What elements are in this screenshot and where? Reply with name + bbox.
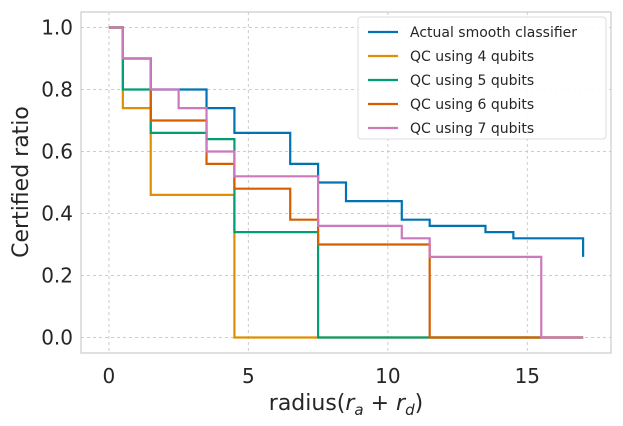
legend-label-4: QC using 6 qubits [410,97,534,113]
x-tick-labels: 0 5 10 15 [103,364,541,388]
legend: Actual smooth classifier QC using 4 qubit… [357,16,607,140]
legend-label-2: QC using 4 qubits [410,49,534,65]
legend-label-1: Actual smooth classifier [410,25,577,41]
plot-frame [80,11,612,354]
y-tick-label: 0.8 [41,78,73,102]
x-axis-label: radius(ra + rd) [269,391,423,419]
series-line-5 [108,26,584,339]
x-tick-label: 10 [375,364,400,388]
x-tick-label: 0 [103,364,116,388]
y-tick-label: 1.0 [41,16,73,40]
y-tick-labels: 0.0 0.2 0.4 0.6 0.8 1.0 [41,16,73,350]
x-tick-label: 5 [242,364,255,388]
y-tick-label: 0.6 [41,140,73,164]
legend-label-3: QC using 5 qubits [410,73,534,89]
legend-box [357,16,607,140]
y-tick-label: 0.4 [41,202,73,226]
y-axis-label: Certified ratio [9,106,34,258]
y-tick-label: 0.2 [41,264,73,288]
legend-label-5: QC using 7 qubits [410,121,534,137]
series-layer [108,26,585,339]
x-tick-label: 15 [515,364,540,388]
y-tick-label: 0.0 [41,326,73,350]
